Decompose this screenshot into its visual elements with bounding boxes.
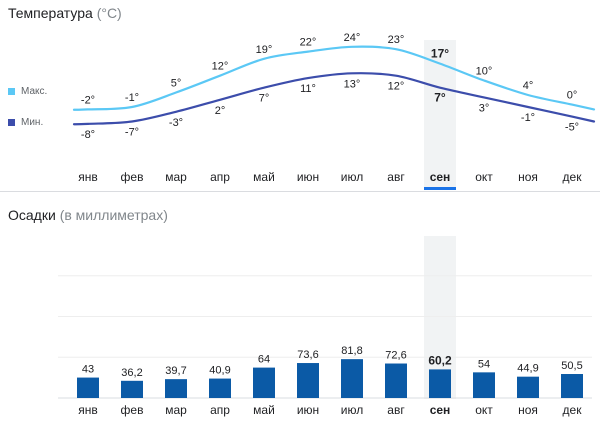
legend-min-label: Мин. [21,117,44,128]
temperature-max-label: 17° [431,47,449,61]
temperature-max-label: 23° [388,34,405,46]
temperature-min-label: 13° [344,78,361,90]
precipitation-bar [517,376,539,398]
month-tab-5[interactable]: июн [297,170,319,184]
precipitation-bar [341,359,363,398]
month-tab-4[interactable]: май [253,170,275,184]
temperature-min-label: -8° [81,129,95,141]
month-tab-10[interactable]: ноя [518,170,538,184]
precipitation-value-label: 40,9 [209,365,230,377]
month-tab-8[interactable]: сен [430,170,451,184]
precipitation-value-label: 73,6 [297,349,318,361]
temperature-max-label: -2° [81,94,95,106]
precipitation-value-label: 81,8 [341,345,362,357]
precipitation-bar [429,369,451,398]
temperature-max-label: 0° [567,90,578,102]
precipitation-month-tick: сен [430,403,451,417]
temperature-min-label: -1° [521,112,535,124]
legend-max-swatch [8,88,15,95]
precipitation-month-tick: авг [387,403,405,417]
precipitation-bar [297,363,319,398]
precipitation-month-tick: дек [563,403,583,417]
temperature-min-label: 7° [259,93,270,105]
precipitation-bar [121,380,143,398]
precipitation-bar [209,378,231,398]
precipitation-bar [385,363,407,398]
precipitation-value-label: 50,5 [561,360,582,372]
temperature-max-label: -1° [125,92,139,104]
precipitation-month-tick: ноя [518,403,538,417]
precipitation-value-label: 44,9 [517,363,538,375]
precipitation-title-text: Осадки [8,207,56,223]
precipitation-value-label: 43 [82,364,94,376]
precipitation-month-tick: май [253,403,275,417]
temperature-min-label: 7° [434,91,446,105]
precipitation-value-label: 39,7 [165,365,186,377]
month-tab-2[interactable]: мар [165,170,187,184]
precipitation-value-label: 60,2 [428,353,452,367]
precipitation-month-tick: окт [475,403,493,417]
temperature-max-label: 22° [300,37,317,49]
temperature-max-label: 5° [171,78,182,90]
month-tab-7[interactable]: авг [387,170,405,184]
month-tab-6[interactable]: июл [341,170,363,184]
temperature-max-label: 24° [344,32,361,44]
precipitation-bar [77,377,99,398]
temperature-min-label: 3° [479,102,490,114]
precipitation-month-tick: янв [78,403,98,417]
temperature-min-label: 11° [300,83,316,95]
temperature-unit-note: (°C) [96,5,122,21]
precipitation-value-label: 54 [478,358,490,370]
temperature-max-label: 10° [476,66,493,78]
precipitation-value-label: 36,2 [121,367,142,379]
month-tab-1[interactable]: фев [121,170,144,184]
precipitation-bar [253,367,275,398]
precipitation-bar [473,372,495,398]
precipitation-value-label: 64 [258,354,270,366]
temperature-min-label: -7° [125,126,139,138]
temperature-title: Температура (°C) [8,5,122,21]
temperature-max-label: 12° [212,61,229,73]
selected-month-highlight-temperature [424,40,456,190]
temperature-min-label: 2° [215,105,226,117]
temperature-max-line [72,45,596,111]
legend-min-swatch [8,119,15,126]
precipitation-month-tick: июн [297,403,319,417]
precipitation-title: Осадки (в миллиметрах) [8,207,168,223]
temperature-title-text: Температура [8,5,93,21]
month-tab-11[interactable]: дек [563,170,583,184]
legend-max-label: Макс. [21,86,48,97]
selected-month-indicator [424,187,456,190]
temperature-min-label: 12° [388,81,405,93]
legend-min: Мин. [8,117,43,128]
precipitation-bar [165,379,187,398]
month-tab-3[interactable]: апр [210,170,230,184]
precipitation-month-tick: мар [165,403,187,417]
month-tab-0[interactable]: янв [78,170,98,184]
temperature-max-label: 4° [523,80,534,92]
precipitation-value-label: 72,6 [385,350,406,362]
legend-max: Макс. [8,86,47,97]
temperature-min-line [72,72,596,126]
precipitation-unit-note: (в миллиметрах) [59,207,168,223]
precipitation-bar [561,374,583,398]
precipitation-month-tick: июл [341,403,363,417]
temperature-max-label: 19° [256,44,273,56]
precipitation-month-tick: фев [121,403,144,417]
section-divider [0,191,600,192]
temperature-min-label: -5° [565,122,579,134]
precipitation-month-tick: апр [210,403,230,417]
temperature-min-label: -3° [169,117,183,129]
month-tab-9[interactable]: окт [475,170,493,184]
